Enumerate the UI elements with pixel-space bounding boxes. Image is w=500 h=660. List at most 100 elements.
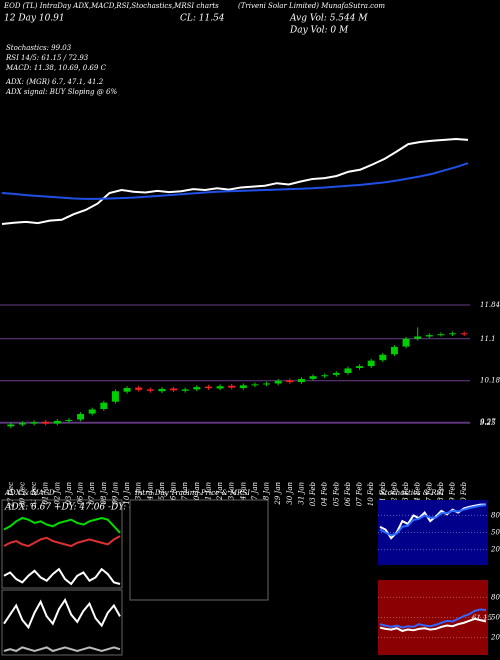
x-tick-label: 19 Feb [449,481,457,506]
x-tick-label: 09 Jan [111,482,119,505]
x-tick-label: 28 Jan [263,482,271,506]
x-tick-label: 04 Feb [321,481,329,506]
y-tick-label: 80 [491,511,500,519]
x-tick-label: 02 Jan [53,482,61,505]
y-tick-label: 20 [490,634,500,642]
x-tick-label: 01 Jan [42,482,50,505]
x-tick-label: 06 Jan [77,482,85,505]
x-tick-label: 21 Jan [204,482,212,506]
x-tick-label: 24 Jan [239,482,247,506]
x-tick-label: 08 Jan [100,482,108,505]
candle-body [425,335,433,337]
x-tick-label: 20 Jan [193,482,201,506]
series-line [1,162,469,200]
panel-title: Stochastics & RSI [380,489,444,497]
value-label: 61.15 [472,614,493,622]
candle-body [239,385,247,389]
x-tick-label: 16 Jan [170,482,178,505]
indicator: ADX signal: BUY Sloping @ 6% [5,88,117,96]
x-tick-label: 11 Feb [379,481,387,506]
series-line [3,567,121,586]
candle-body [356,366,364,368]
y-tick-label: 11.1 [480,335,496,343]
indicator: Stochastics: 99.03 [6,44,72,52]
x-tick-label: 31 Dec [30,482,38,507]
candle-body [274,380,282,384]
x-tick-label: 17 Jan [181,482,189,505]
title-right: (Triveni Solar Limited) MunafaSutra.com [238,2,385,10]
candle-body [332,372,340,375]
panel-background [378,580,488,655]
x-tick-label: 03 Feb [309,481,317,506]
x-tick-label: 27 Jan [251,482,259,506]
candle-body [88,409,96,414]
close-label: CL: 11.54 [180,14,225,24]
candle-body [460,333,468,335]
candle-body [193,387,201,390]
candle-body [402,338,410,347]
y-tick-label: 11.84 [480,301,500,309]
title-left: EOD (TL) IntraDay ADX,MACD,RSI,Stochasti… [3,2,219,10]
candle-body [158,388,166,392]
panel-title: ADX & MACD [4,489,55,497]
x-tick-label: 14 Jan [146,482,154,505]
x-tick-label: 31 Jan [297,482,305,505]
x-tick-label: 10 Feb [367,481,375,506]
candle-body [111,391,119,402]
candle-body [321,375,329,377]
x-tick-label: 13 Jan [135,482,143,505]
candle-body [216,386,224,389]
candle-body [30,422,38,424]
series-line [379,617,487,632]
series-line [1,137,469,225]
x-tick-label: 27 Dec [7,482,15,508]
x-tick-label: 17 Feb [425,481,433,506]
series-line [379,504,487,537]
series-line [3,597,121,630]
x-tick-label: 29 Jan [274,482,282,506]
panel-border [1,499,123,589]
y-tick-label: 20 [490,546,500,554]
candle-body [263,383,271,385]
candle-body [42,421,50,424]
x-tick-label: 06 Feb [344,481,352,506]
y-tick-label: 50 [491,614,500,622]
series-line [3,646,121,653]
candle-body [390,346,398,355]
indicator: ADX: (MGR) 6.7, 47.1, 41.2 [5,78,104,86]
candle-body [170,388,178,391]
day-vol: Day Vol: 0 M [289,26,349,36]
indicator: MACD: 11.38, 10.69, 0.69 C [5,64,107,72]
candle-body [204,386,212,389]
panel-border [129,499,269,601]
series-line [3,535,121,548]
candle-body [135,387,143,390]
x-tick-label: 30 Jan [286,482,294,505]
candle-body [379,354,387,361]
candle-body [251,384,259,386]
candle-body [53,420,61,424]
y-tick-label: 50 [491,529,500,537]
x-tick-label: 15 Jan [158,482,166,505]
candle-body [437,334,445,336]
series-line [379,608,487,629]
candle-body [344,368,352,373]
y-tick-label: 9.25 [480,419,496,427]
x-tick-label: 05 Feb [332,481,340,506]
candle-body [123,388,131,392]
candle-body [100,402,108,410]
y-tick-label: 10.18 [480,377,500,385]
candle-body [367,360,375,367]
x-tick-label: 23 Jan [228,482,236,506]
y-tick-label: 80 [491,593,500,601]
candle-body [77,414,85,420]
panel-border [1,589,123,656]
candle-body [228,385,236,388]
x-tick-label: 07 Feb [356,481,364,506]
x-tick-label: 07 Jan [88,482,96,505]
x-tick-label: 03 Jan [65,482,73,505]
x-tick-label: 10 Jan [123,482,131,505]
candle-body [309,376,317,379]
panel-subtitle: ADX: 6.67 +DY: 47.06 -DY: 41.13 [4,503,155,513]
